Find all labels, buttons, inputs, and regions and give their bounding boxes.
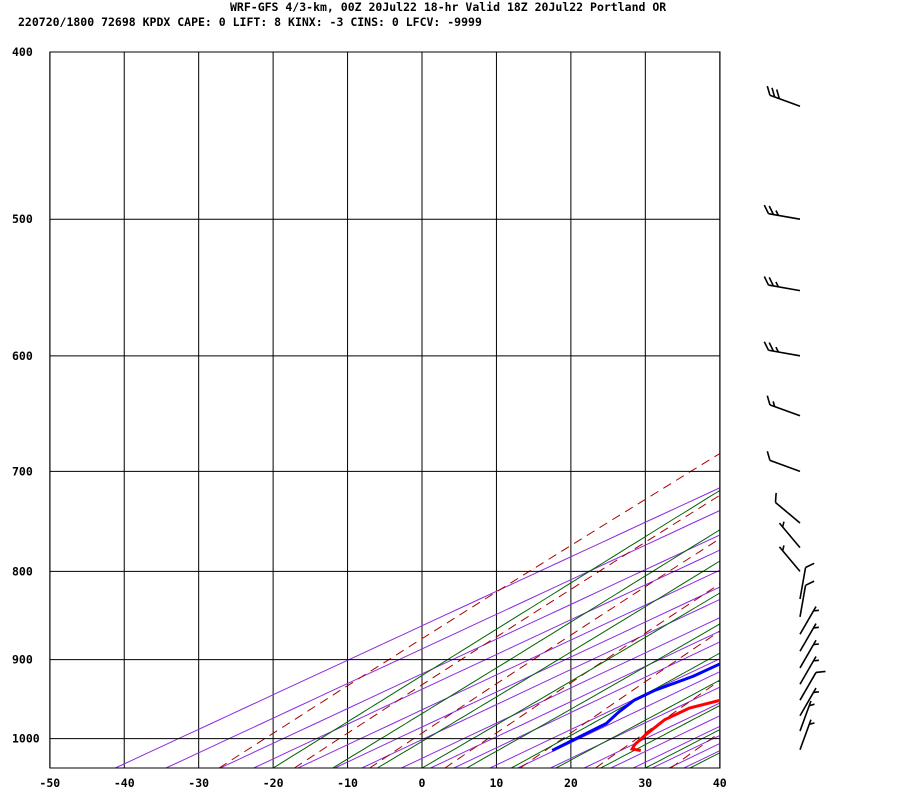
wind-barb bbox=[799, 687, 819, 717]
mixing-ratio-line bbox=[297, 569, 720, 768]
dry-adiabat bbox=[595, 679, 720, 768]
temperature-tick-label: -20 bbox=[263, 776, 284, 790]
mixing-ratio-line bbox=[583, 702, 720, 768]
mixing-ratio-line bbox=[430, 630, 720, 768]
wind-barb bbox=[778, 545, 801, 572]
dry-adiabat bbox=[444, 583, 720, 768]
isobar-lines bbox=[50, 51, 720, 740]
dry-adiabat bbox=[746, 52, 900, 768]
temperature-tick-label: 40 bbox=[713, 776, 727, 790]
mixing-ratio-line bbox=[165, 509, 720, 768]
wind-barb bbox=[799, 606, 819, 635]
dry-adiabat bbox=[294, 494, 720, 768]
mixing-ratio-line bbox=[489, 658, 720, 768]
dewpoint-profile bbox=[551, 662, 720, 752]
temperature-tick-label: -10 bbox=[337, 776, 358, 790]
wind-barb bbox=[799, 580, 815, 617]
station-info: 220720/1800 72698 KPDX CAPE: 0 LIFT: 8 K… bbox=[18, 15, 482, 29]
dry-adiabats bbox=[218, 52, 900, 768]
wind-barb bbox=[799, 656, 819, 685]
mixing-ratio-line bbox=[401, 617, 720, 768]
temperature-axis-labels: -50 -40 -30 -20 -10 0 10 20 30 40 bbox=[39, 776, 726, 790]
moist-adiabat bbox=[377, 560, 720, 768]
isotherm-lines bbox=[49, 52, 721, 768]
dry-adiabat bbox=[519, 630, 720, 768]
wind-barb bbox=[763, 341, 801, 357]
temperature-tick-label: 20 bbox=[564, 776, 578, 790]
dry-adiabat bbox=[897, 52, 900, 768]
moist-adiabat bbox=[689, 752, 720, 768]
wind-barb bbox=[799, 562, 815, 600]
dry-adiabat bbox=[218, 452, 720, 768]
pressure-tick-label: 900 bbox=[12, 653, 33, 667]
temperature-tick-label: 10 bbox=[490, 776, 504, 790]
temperature-tick-label: 0 bbox=[419, 776, 426, 790]
wind-barb bbox=[774, 492, 801, 524]
dry-adiabat bbox=[821, 52, 900, 768]
mixing-ratio-line bbox=[115, 487, 720, 768]
wind-barb bbox=[778, 521, 801, 549]
moist-adiabat bbox=[332, 529, 720, 768]
mixing-ratio-line bbox=[632, 725, 720, 768]
moist-adiabats bbox=[272, 489, 720, 768]
moist-adiabat bbox=[272, 489, 720, 768]
wind-barb bbox=[799, 670, 826, 701]
pressure-tick-label: 400 bbox=[12, 45, 33, 59]
moist-adiabat bbox=[645, 728, 720, 768]
pressure-tick-label: 500 bbox=[12, 212, 33, 226]
wind-barbs bbox=[763, 85, 826, 751]
pressure-axis-labels: 400 500 600 700 800 900 1000 bbox=[12, 45, 40, 746]
wind-barb bbox=[763, 276, 801, 292]
wind-barb bbox=[766, 85, 801, 107]
pressure-tick-label: 1000 bbox=[12, 732, 40, 746]
mixing-ratio-line bbox=[517, 671, 720, 768]
moist-adiabat bbox=[555, 679, 720, 768]
temperature-tick-label: -50 bbox=[39, 776, 60, 790]
wind-barb bbox=[799, 719, 815, 751]
moist-adiabat bbox=[466, 623, 720, 768]
temperature-tick-label: 30 bbox=[638, 776, 652, 790]
mixing-ratio-line bbox=[253, 549, 720, 768]
moist-adiabat bbox=[421, 592, 720, 768]
wind-barb bbox=[799, 700, 815, 732]
wind-barb bbox=[799, 623, 819, 652]
mixing-ratio-line bbox=[219, 534, 720, 768]
pressure-tick-label: 600 bbox=[12, 349, 33, 363]
temperature-tick-label: -30 bbox=[188, 776, 209, 790]
plot-frame bbox=[49, 51, 721, 769]
dry-adiabat bbox=[369, 537, 720, 768]
mixing-ratio-line bbox=[453, 641, 720, 768]
wind-barb bbox=[766, 451, 801, 473]
chart-title: WRF-GFS 4/3-km, 00Z 20Jul22 18-hr Valid … bbox=[230, 0, 666, 14]
temperature-profile bbox=[629, 698, 720, 752]
wind-barb bbox=[763, 204, 801, 220]
pressure-tick-label: 700 bbox=[12, 464, 33, 478]
wind-barb bbox=[766, 395, 801, 417]
pressure-tick-label: 800 bbox=[12, 564, 33, 578]
mixing-ratio-line bbox=[361, 598, 720, 768]
mixing-ratio-line bbox=[610, 715, 720, 768]
mixing-ratio-line bbox=[550, 686, 720, 768]
moist-adiabat bbox=[511, 652, 720, 768]
temperature-tick-label: -40 bbox=[114, 776, 135, 790]
wind-barb bbox=[799, 639, 819, 669]
sounding-profiles bbox=[551, 662, 720, 752]
mixing-ratio-line bbox=[652, 734, 720, 768]
mixing-ratio-line bbox=[334, 586, 720, 768]
